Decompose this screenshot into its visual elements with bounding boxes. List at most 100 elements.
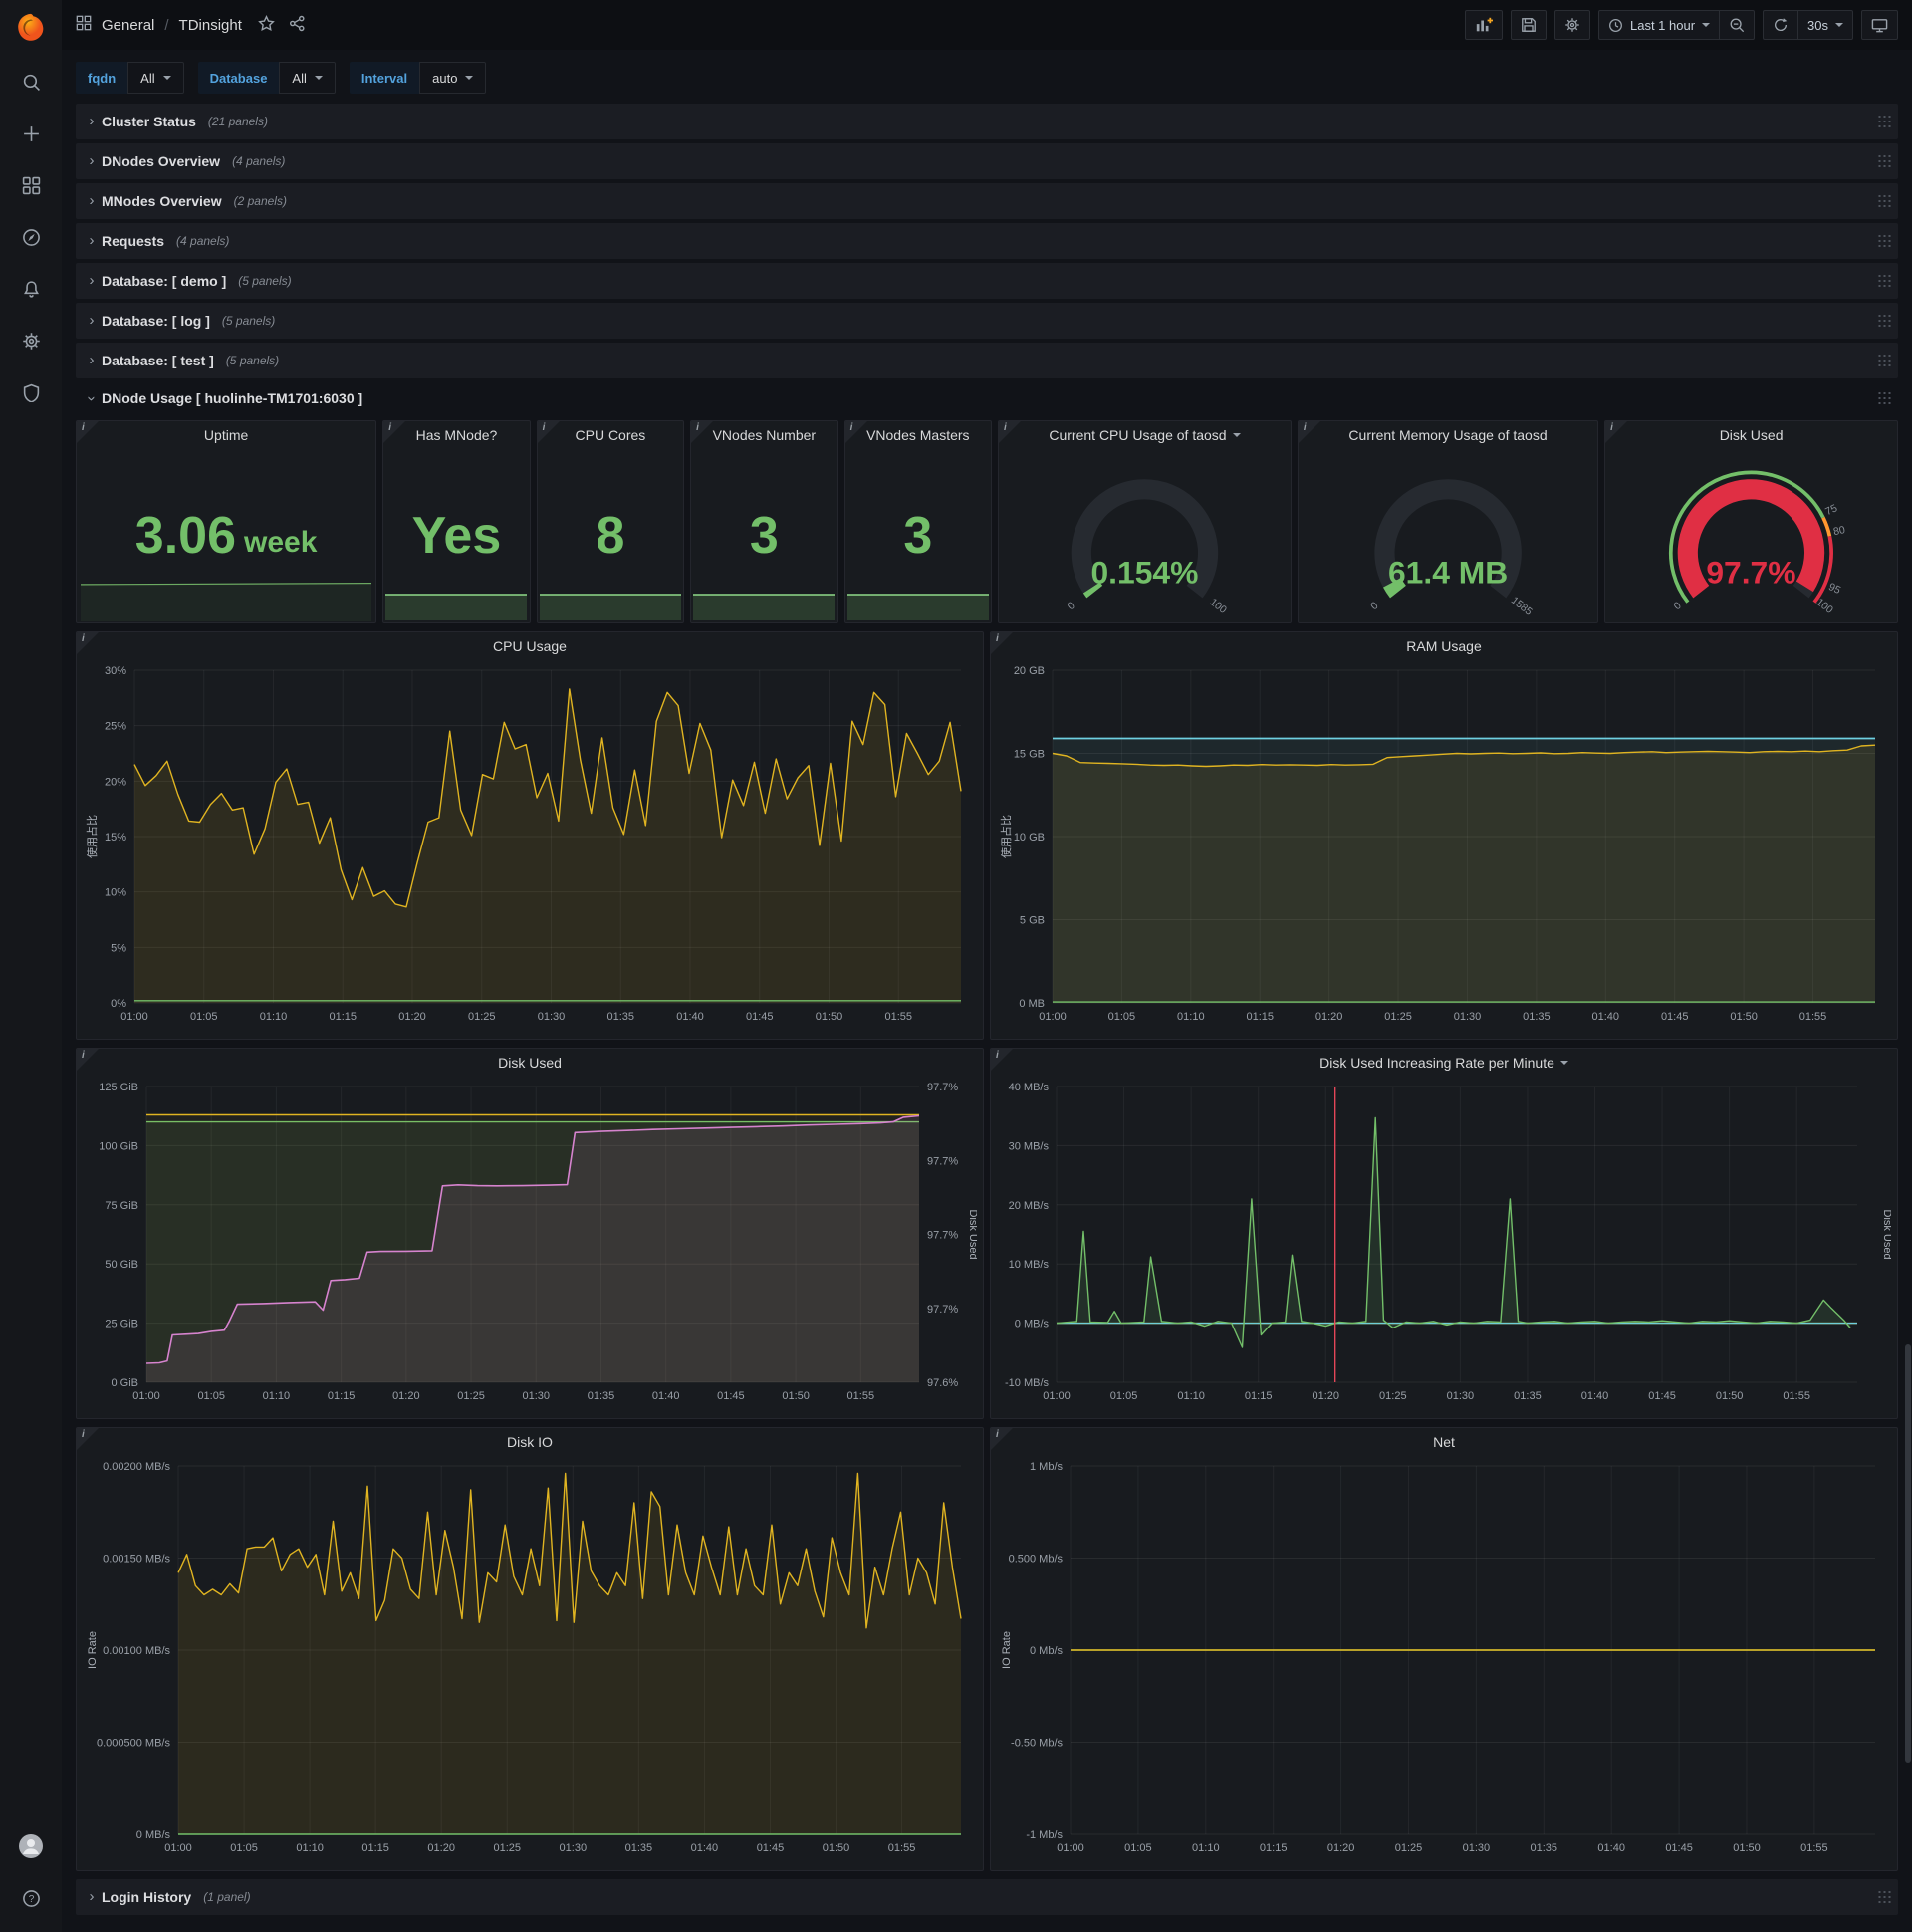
row-drag-handle[interactable]	[1877, 273, 1892, 289]
scrollbar-thumb[interactable]	[1905, 1344, 1911, 1763]
row-requests[interactable]: › Requests (4 panels)	[76, 223, 1898, 259]
row-database-demo[interactable]: › Database: [ demo ] (5 panels)	[76, 263, 1898, 299]
disk-used-chart[interactable]: 01:00 01:05 01:10 01:15 01:20 01:25 01:30 01:35…	[83, 1077, 979, 1413]
breadcrumb-folder[interactable]: General	[102, 16, 155, 34]
net-chart[interactable]: 01:00 01:05 01:10 01:15 01:20 01:25 01:30 01:35…	[997, 1456, 1891, 1865]
info-icon[interactable]: i	[696, 422, 699, 433]
info-icon[interactable]: i	[1004, 422, 1007, 433]
disk-rate-chart[interactable]: 01:00 01:05 01:10 01:15 01:20 01:25 01:30 01:35…	[997, 1077, 1893, 1413]
variable-interval-value[interactable]: auto	[419, 62, 487, 94]
panel-title[interactable]: RAM Usage	[1406, 638, 1482, 654]
chevron-right-icon: ›	[89, 112, 95, 129]
cycle-view-mode-button[interactable]	[1861, 10, 1898, 40]
variable-database: Database All	[197, 62, 336, 94]
settings-gear-icon[interactable]	[0, 315, 62, 366]
star-icon[interactable]	[258, 14, 275, 36]
breadcrumb-dashboard-title[interactable]: TDinsight	[178, 16, 242, 34]
variable-fqdn-label[interactable]: fqdn	[76, 62, 128, 94]
ram-usage-legend: minmaxavgcurrenttaosd53.4 MB56.2 MB53.5 …	[991, 1034, 1897, 1039]
sidebar: ?	[0, 0, 62, 1932]
row-mnodes-overview[interactable]: › MNodes Overview (2 panels)	[76, 183, 1898, 219]
svg-text:使用占比: 使用占比	[999, 815, 1013, 858]
row-dnode-usage[interactable]: › DNode Usage [ huolinhe-TM1701:6030 ]	[76, 382, 1898, 414]
help-icon[interactable]: ?	[0, 1872, 62, 1924]
row-drag-handle[interactable]	[1877, 390, 1892, 406]
ram-usage-chart[interactable]: 01:00 01:05 01:10 01:15 01:20 01:25 01:30 01:35…	[997, 660, 1891, 1034]
panel-info-corner	[77, 1049, 99, 1071]
svg-text:01:55: 01:55	[888, 1842, 916, 1854]
info-icon[interactable]: i	[388, 422, 391, 433]
cpu-usage-chart[interactable]: 01:00 01:05 01:10 01:15 01:20 01:25 01:30 01:35…	[83, 660, 977, 1034]
panel-title[interactable]: VNodes Masters	[866, 427, 970, 443]
time-range-picker[interactable]: Last 1 hour	[1597, 10, 1720, 40]
share-icon[interactable]	[289, 15, 306, 36]
row-drag-handle[interactable]	[1877, 233, 1892, 249]
row-panel-count: (5 panels)	[225, 354, 280, 367]
panel-title[interactable]: Net	[1433, 1434, 1455, 1450]
explore-compass-icon[interactable]	[0, 211, 62, 263]
row-drag-handle[interactable]	[1877, 193, 1892, 209]
row-drag-handle[interactable]	[1877, 313, 1892, 329]
variable-interval-label[interactable]: Interval	[349, 62, 420, 94]
svg-text:20 MB/s: 20 MB/s	[1009, 1200, 1050, 1212]
panel-title[interactable]: CPU Cores	[575, 427, 646, 443]
grafana-logo[interactable]	[0, 0, 62, 56]
admin-shield-icon[interactable]	[0, 366, 62, 418]
info-icon[interactable]: i	[849, 422, 853, 433]
panel-title[interactable]: Uptime	[203, 427, 249, 443]
variable-database-label[interactable]: Database	[197, 62, 280, 94]
create-plus-icon[interactable]	[0, 108, 62, 159]
row-database-test[interactable]: › Database: [ test ] (5 panels)	[76, 343, 1898, 378]
add-panel-button[interactable]	[1464, 10, 1503, 40]
chevron-right-icon: ›	[89, 151, 95, 169]
search-icon[interactable]	[0, 56, 62, 108]
row-database-log[interactable]: › Database: [ log ] (5 panels)	[76, 303, 1898, 339]
info-icon[interactable]: i	[1610, 422, 1613, 433]
panel-title[interactable]: Disk Used	[498, 1055, 562, 1071]
svg-text:01:15: 01:15	[1245, 1390, 1273, 1402]
info-icon[interactable]: i	[996, 1429, 999, 1440]
info-icon[interactable]: i	[996, 1050, 999, 1061]
refresh-button[interactable]	[1763, 10, 1798, 40]
row-drag-handle[interactable]	[1877, 353, 1892, 368]
panel-info-corner	[77, 632, 99, 654]
row-dnodes-overview[interactable]: › DNodes Overview (4 panels)	[76, 143, 1898, 179]
row-drag-handle[interactable]	[1877, 1889, 1892, 1905]
info-icon[interactable]: i	[82, 633, 85, 644]
alerting-bell-icon[interactable]	[0, 263, 62, 315]
svg-text:0: 0	[1066, 600, 1077, 612]
panel-title[interactable]: Disk Used Increasing Rate per Minute	[1319, 1055, 1554, 1071]
cpu-usage-legend: minmaxavgcurrenttaosd0.0808%0.245%0.183%…	[77, 1034, 983, 1039]
variable-fqdn-value[interactable]: All	[127, 62, 184, 94]
panel-title[interactable]: Has MNode?	[415, 427, 498, 443]
panel-title[interactable]: Current Memory Usage of taosd	[1348, 427, 1548, 443]
variable-database-value[interactable]: All	[279, 62, 336, 94]
info-icon[interactable]: i	[996, 633, 999, 644]
row-drag-handle[interactable]	[1877, 153, 1892, 169]
disk-io-chart[interactable]: 01:00 01:05 01:10 01:15 01:20 01:25 01:30 01:35…	[83, 1456, 977, 1865]
panel-title[interactable]: CPU Usage	[493, 638, 567, 654]
info-icon[interactable]: i	[1303, 422, 1307, 433]
row-cluster-status[interactable]: › Cluster Status (21 panels)	[76, 104, 1898, 139]
panel-title[interactable]: Current CPU Usage of taosd	[1049, 427, 1227, 443]
dashboard-settings-button[interactable]	[1554, 10, 1590, 40]
user-avatar[interactable]	[0, 1820, 62, 1872]
row-login-history[interactable]: › Login History (1 panel)	[76, 1879, 1898, 1915]
svg-text:97.7%: 97.7%	[927, 1082, 958, 1093]
panel-title[interactable]: VNodes Number	[712, 427, 817, 443]
info-icon[interactable]: i	[82, 1429, 85, 1440]
zoom-out-time-button[interactable]	[1719, 10, 1756, 40]
save-dashboard-button[interactable]	[1510, 10, 1547, 40]
svg-text:01:00: 01:00	[1057, 1842, 1084, 1854]
info-icon[interactable]: i	[82, 422, 85, 433]
panel-title[interactable]: Disk Used	[1719, 427, 1784, 443]
dashboards-icon[interactable]	[0, 159, 62, 211]
svg-text:0 MB: 0 MB	[1019, 998, 1045, 1010]
panel-title[interactable]: Disk IO	[507, 1434, 553, 1450]
info-icon[interactable]: i	[542, 422, 546, 433]
info-icon[interactable]: i	[82, 1050, 85, 1061]
svg-text:01:05: 01:05	[197, 1390, 225, 1402]
refresh-interval-picker[interactable]: 30s	[1797, 10, 1853, 40]
row-drag-handle[interactable]	[1877, 114, 1892, 129]
panel-info-corner	[991, 1049, 1013, 1071]
